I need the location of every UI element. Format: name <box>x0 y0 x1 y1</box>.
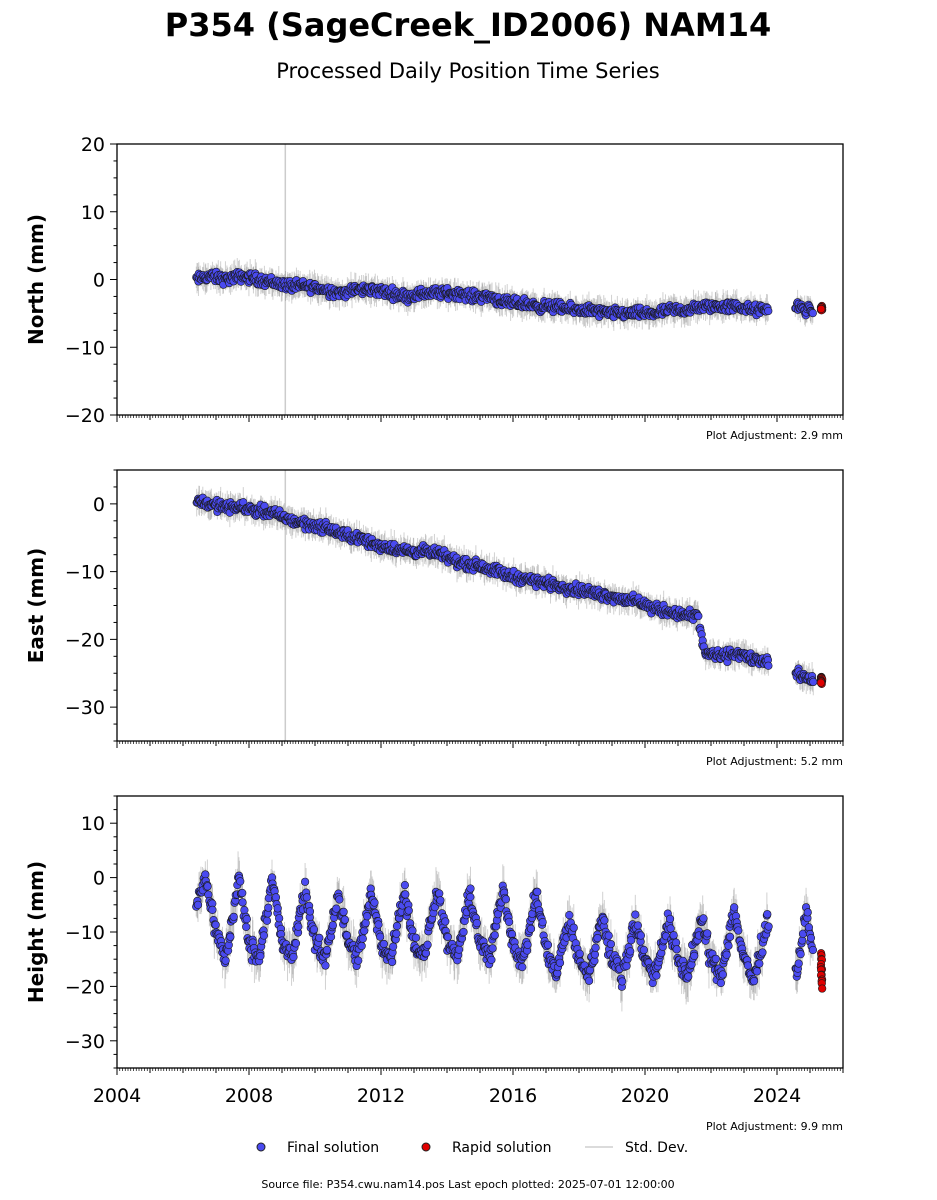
final-point <box>236 877 245 886</box>
plot-area-east <box>192 470 827 741</box>
plot-area-north <box>192 144 827 415</box>
page-subtitle: Processed Daily Position Time Series <box>276 59 660 83</box>
y-axis-label-east: East (mm) <box>24 548 48 664</box>
plot-adjustment-east: Plot Adjustment: 5.2 mm <box>706 755 843 768</box>
y-tick-label: −20 <box>65 629 105 651</box>
panel-north: −20 −10 0 10 20 North (mm) Plot Adjustment: 2.… <box>24 134 844 442</box>
rapid-point <box>816 678 825 687</box>
final-point <box>211 920 220 929</box>
rapid-points-east <box>816 672 827 689</box>
final-point <box>221 956 230 965</box>
final-point <box>229 912 238 921</box>
final-point <box>808 309 817 318</box>
y-tick-label: 20 <box>81 134 105 156</box>
final-point <box>208 905 217 915</box>
final-point <box>764 661 773 670</box>
y-tick-label: 10 <box>81 202 105 224</box>
final-point <box>764 306 773 316</box>
final-point <box>238 898 247 907</box>
final-points-north <box>192 267 817 322</box>
rapid-point <box>817 304 826 314</box>
panels: −20 −10 0 10 20 North (mm) Plot Adjustment: 2.… <box>24 134 844 1133</box>
final-point <box>226 932 235 941</box>
final-point <box>238 888 247 898</box>
final-point <box>193 900 203 910</box>
final-point <box>694 611 703 621</box>
y-tick-label: 0 <box>93 494 105 516</box>
final-points-east <box>192 493 818 687</box>
panel-east: −30 −20 −10 0 East (mm) Plot Adjustment: 5.2 … <box>24 469 844 768</box>
plot-area-height <box>192 851 827 1012</box>
final-point <box>203 882 212 891</box>
y-tick-label: −10 <box>65 562 105 584</box>
y-tick-label: −30 <box>65 697 105 719</box>
y-tick-label: −20 <box>65 405 105 427</box>
y-axis-label-north: North (mm) <box>24 214 48 345</box>
rapid-points-north <box>816 301 827 315</box>
final-point <box>809 677 818 687</box>
std-dev-bars-height <box>195 851 814 1012</box>
y-tick-label: −10 <box>65 337 105 359</box>
y-tick-label: 0 <box>93 270 105 292</box>
final-points-height <box>192 870 818 991</box>
plot-adjustment-north: Plot Adjustment: 2.9 mm <box>706 429 843 442</box>
page-title: P354 (SageCreek_ID2006) NAM14 <box>165 6 771 44</box>
